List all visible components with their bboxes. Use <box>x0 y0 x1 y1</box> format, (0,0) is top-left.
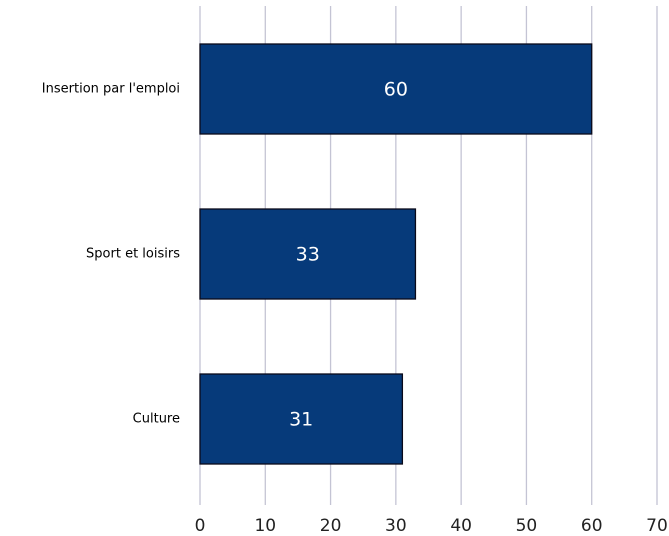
y-tick-label: Insertion par l'emploi <box>42 82 180 97</box>
data-label: 31 <box>289 409 313 431</box>
bar <box>199 208 417 300</box>
x-tick-label: 50 <box>516 516 538 536</box>
x-tick-label: 0 <box>195 516 206 536</box>
bar <box>199 373 404 465</box>
x-tick-label: 70 <box>646 516 668 536</box>
x-tick-label: 10 <box>254 516 276 536</box>
x-tick-label: 40 <box>450 516 472 536</box>
x-tick-label: 20 <box>320 516 342 536</box>
y-tick-label: Sport et loisirs <box>86 247 180 262</box>
x-tick-label: 30 <box>385 516 407 536</box>
bar <box>199 43 593 135</box>
x-tick-label: 60 <box>581 516 603 536</box>
data-label: 60 <box>384 79 408 101</box>
data-label: 33 <box>296 244 320 266</box>
y-tick-label: Culture <box>133 412 180 427</box>
